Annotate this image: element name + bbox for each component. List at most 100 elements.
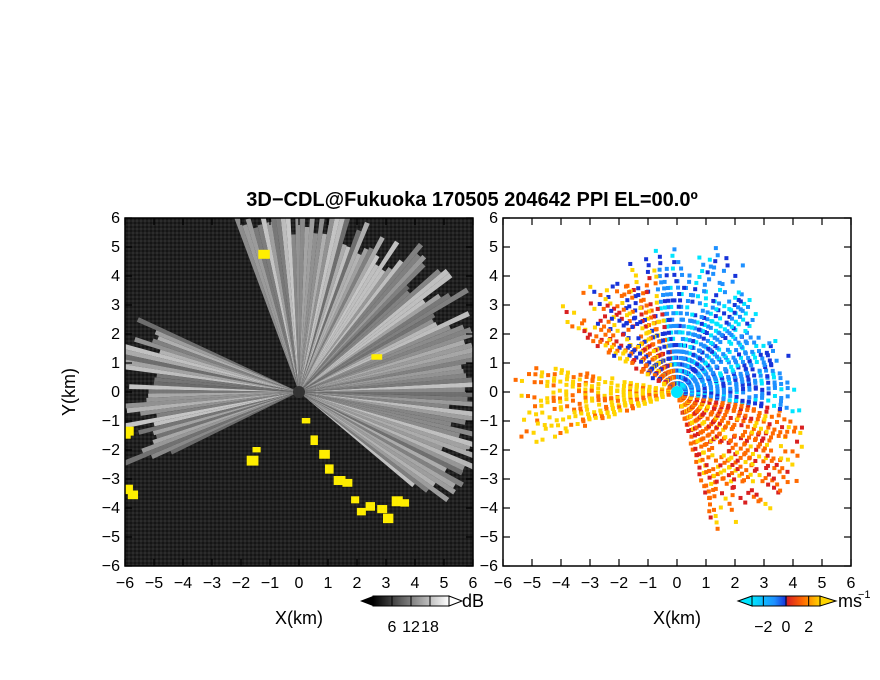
velocity-cell xyxy=(765,405,770,410)
velocity-cell xyxy=(701,262,706,267)
velocity-cell xyxy=(658,306,663,311)
velocity-cell xyxy=(678,355,683,360)
velocity-cell xyxy=(599,411,604,416)
velocity-cell xyxy=(718,340,723,345)
velocity-cell xyxy=(640,319,645,324)
x-tick-label: 3 xyxy=(760,575,769,592)
y-tick-label: −4 xyxy=(480,500,498,517)
velocity-cell xyxy=(697,423,702,428)
velocity-cell xyxy=(716,411,721,416)
velocity-cell xyxy=(699,478,704,483)
velocity-cell xyxy=(617,310,622,315)
velocity-cell xyxy=(650,328,655,333)
velocity-cell xyxy=(717,331,722,336)
velocity-cell xyxy=(718,463,723,468)
velocity-cell xyxy=(612,412,617,417)
velocity-cell xyxy=(726,403,731,408)
velocity-cell xyxy=(692,433,697,438)
velocity-cell xyxy=(711,298,716,303)
velocity-cell xyxy=(689,434,694,439)
velocity-cell xyxy=(753,312,758,317)
y-tick-label: 6 xyxy=(111,210,120,227)
velocity-cell xyxy=(617,345,622,350)
velocity-cell xyxy=(743,460,748,465)
velocity-cell xyxy=(608,301,613,306)
velocity-cell xyxy=(725,329,730,334)
velocity-cell xyxy=(734,394,739,399)
velocity-cell xyxy=(636,293,641,298)
velocity-cell xyxy=(670,317,675,322)
velocity-cell xyxy=(769,414,774,419)
velocity-cell xyxy=(622,292,627,297)
velocity-cell xyxy=(552,406,557,411)
velocity-cell xyxy=(777,469,782,474)
snr-wedge xyxy=(156,373,299,392)
velocity-cell xyxy=(732,310,737,315)
velocity-cell xyxy=(727,381,732,386)
velocity-cell xyxy=(690,447,695,452)
velocity-cell xyxy=(780,425,785,430)
velocity-cell xyxy=(705,310,710,315)
velocity-cell xyxy=(671,323,676,328)
velocity-cell xyxy=(769,435,774,440)
x-tick-label: −3 xyxy=(581,575,599,592)
velocity-cell xyxy=(661,382,666,387)
velocity-cell xyxy=(723,435,728,440)
velocity-cell xyxy=(739,374,744,379)
velocity-cell xyxy=(672,272,677,277)
velocity-cell xyxy=(747,395,752,400)
snr-wedge xyxy=(299,364,462,392)
velocity-cell xyxy=(602,393,607,398)
velocity-cell xyxy=(784,405,789,410)
velocity-cell xyxy=(745,424,750,429)
y-tick-label: 0 xyxy=(111,384,120,401)
snr-overlay-patch xyxy=(351,496,360,504)
y-tick-label: 1 xyxy=(111,355,120,372)
velocity-cell xyxy=(621,393,626,398)
radar-site xyxy=(671,386,683,398)
velocity-cell xyxy=(539,374,544,379)
velocity-cell xyxy=(557,388,562,393)
velocity-cell xyxy=(630,295,635,300)
velocity-cell xyxy=(768,362,773,367)
velocity-cell xyxy=(688,441,693,446)
snr-wedge xyxy=(129,384,299,392)
velocity-cell xyxy=(666,330,671,335)
snr-overlay-patch xyxy=(125,426,134,436)
velocity-cell xyxy=(645,269,650,274)
snr-wedge xyxy=(299,392,473,397)
velocity-cell xyxy=(628,261,633,266)
velocity-cell xyxy=(743,441,748,446)
velocity-cell xyxy=(756,414,761,419)
velocity-cell xyxy=(714,415,719,420)
velocity-cell xyxy=(700,329,705,334)
velocity-cell xyxy=(535,421,540,426)
snr-wedge xyxy=(299,331,473,392)
velocity-cell xyxy=(713,486,718,491)
velocity-cell xyxy=(688,395,693,400)
velocity-cell xyxy=(771,371,776,376)
velocity-cell xyxy=(732,407,737,412)
velocity-cell xyxy=(712,473,717,478)
velocity-cell xyxy=(715,384,720,389)
snr-wedge xyxy=(299,233,318,392)
velocity-cell xyxy=(651,349,656,354)
velocity-cell xyxy=(793,425,798,430)
velocity-cell xyxy=(748,335,753,340)
velocity-cell xyxy=(643,310,648,315)
x-tick-label: 1 xyxy=(324,575,333,592)
velocity-cell xyxy=(687,351,692,356)
snr-wedge xyxy=(299,290,410,392)
velocity-cell xyxy=(652,314,657,319)
velocity-cell xyxy=(519,434,524,439)
velocity-cell xyxy=(774,358,779,363)
velocity-cell xyxy=(697,255,702,260)
velocity-cell xyxy=(764,466,769,471)
velocity-cell xyxy=(672,247,677,252)
velocity-cell xyxy=(701,436,706,441)
velocity-cell xyxy=(606,414,611,419)
velocity-cell xyxy=(738,342,743,347)
velocity-cell xyxy=(714,321,719,326)
velocity-cell xyxy=(712,405,717,410)
velocity-cell xyxy=(564,377,569,382)
